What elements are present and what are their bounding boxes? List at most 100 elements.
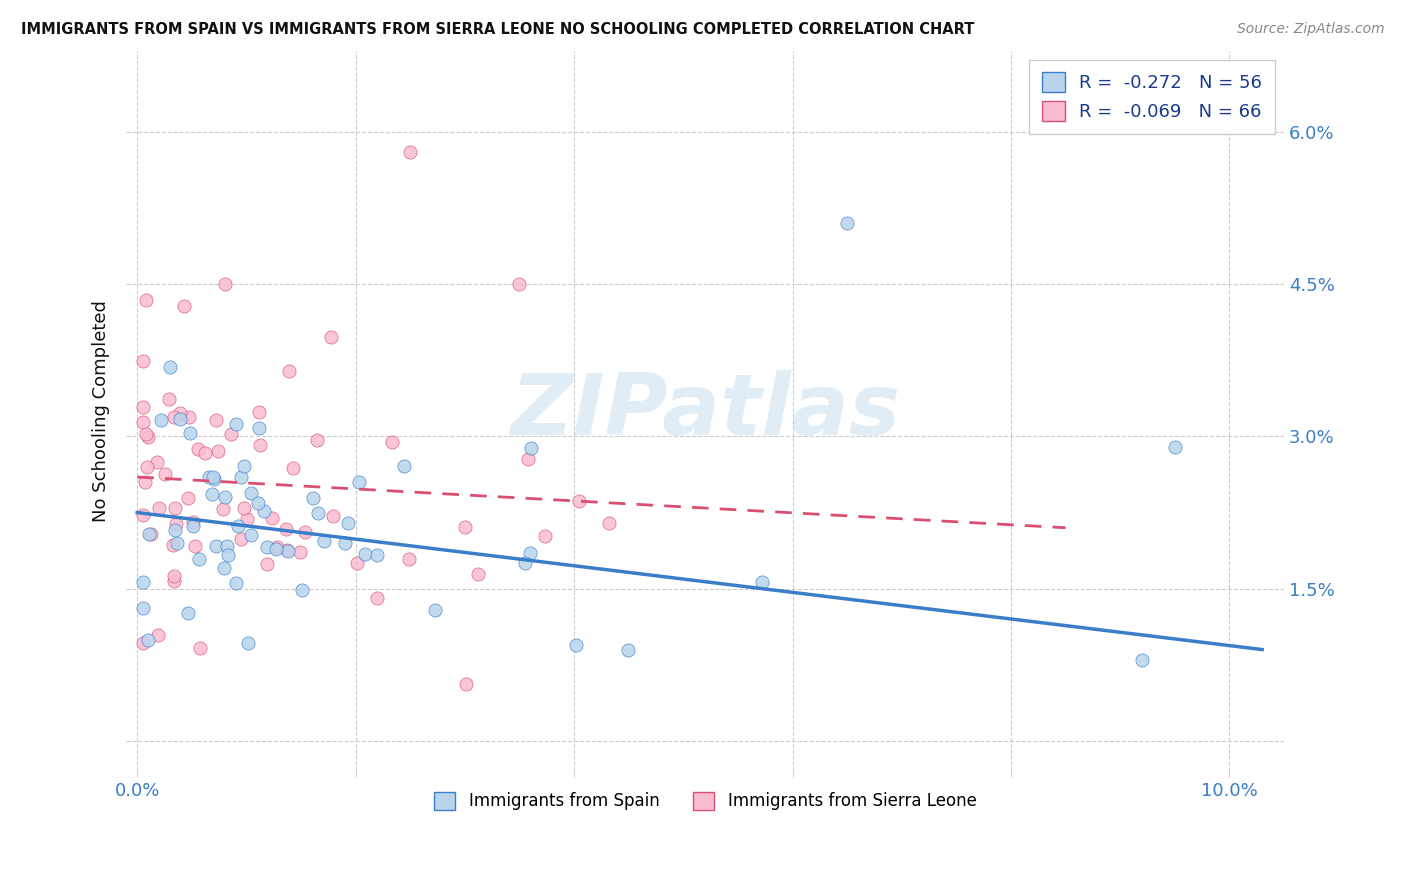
Point [236, 512, 259, 526]
Point [335, 536, 357, 550]
Point [131, 508, 153, 522]
Point [169, 412, 191, 426]
Point [515, 557, 537, 571]
Point [163, 409, 186, 424]
Point [266, 540, 288, 554]
Text: ZIPatlas: ZIPatlas [510, 369, 900, 452]
Point [134, 475, 156, 490]
Point [519, 546, 541, 560]
Point [214, 491, 236, 505]
Point [201, 487, 224, 501]
Point [136, 459, 159, 474]
Point [204, 540, 226, 554]
Point [247, 495, 270, 509]
Point [131, 415, 153, 429]
Point [226, 518, 249, 533]
Point [307, 433, 329, 447]
Point [212, 501, 235, 516]
Point [181, 515, 204, 529]
Text: IMMIGRANTS FROM SPAIN VS IMMIGRANTS FROM SIERRA LEONE NO SCHOOLING COMPLETED COR: IMMIGRANTS FROM SPAIN VS IMMIGRANTS FROM… [21, 22, 974, 37]
Point [165, 517, 187, 532]
Point [307, 506, 329, 520]
Point [202, 470, 225, 484]
Point [508, 277, 530, 292]
Point [159, 392, 181, 407]
Point [131, 636, 153, 650]
Text: Source: ZipAtlas.com: Source: ZipAtlas.com [1237, 22, 1385, 37]
Point [1164, 440, 1187, 454]
Point [347, 475, 370, 490]
Point [131, 601, 153, 615]
Point [162, 539, 184, 553]
Point [276, 542, 298, 557]
Point [564, 638, 586, 652]
Point [336, 516, 359, 530]
Point [236, 636, 259, 650]
Point [131, 353, 153, 368]
Point [163, 574, 186, 589]
Point [276, 522, 298, 536]
Point [159, 360, 181, 375]
Point [256, 558, 278, 572]
Point [219, 426, 242, 441]
Point [217, 548, 239, 562]
Point [169, 406, 191, 420]
Point [135, 427, 157, 442]
Point [837, 216, 859, 230]
Point [131, 400, 153, 414]
Point [467, 567, 489, 582]
Point [381, 435, 404, 450]
Point [301, 491, 323, 505]
Point [516, 452, 538, 467]
Point [260, 510, 283, 524]
Point [166, 535, 188, 549]
Point [139, 527, 162, 541]
Point [249, 437, 271, 451]
Legend: Immigrants from Spain, Immigrants from Sierra Leone: Immigrants from Spain, Immigrants from S… [427, 785, 983, 817]
Point [454, 676, 477, 690]
Point [278, 363, 301, 377]
Point [277, 543, 299, 558]
Point [312, 534, 335, 549]
Point [346, 556, 368, 570]
Point [322, 509, 344, 524]
Point [247, 421, 270, 435]
Point [281, 460, 304, 475]
Point [425, 603, 447, 617]
Point [232, 459, 254, 474]
Point [247, 405, 270, 419]
Point [231, 533, 253, 547]
Point [534, 529, 557, 543]
Point [214, 560, 236, 574]
Point [225, 417, 247, 431]
Point [1130, 653, 1153, 667]
Point [188, 641, 211, 656]
Point [145, 455, 167, 469]
Point [253, 504, 276, 518]
Point [138, 527, 160, 541]
Point [136, 430, 159, 444]
Point [173, 299, 195, 313]
Point [131, 575, 153, 590]
Point [177, 409, 200, 424]
Point [176, 491, 198, 505]
Point [239, 486, 262, 500]
Point [163, 523, 186, 537]
Point [148, 501, 170, 516]
Point [225, 576, 247, 591]
Point [232, 501, 254, 516]
Point [187, 442, 209, 457]
Point [291, 582, 314, 597]
Point [177, 607, 200, 621]
Point [290, 545, 312, 559]
Point [188, 552, 211, 566]
Point [266, 542, 288, 557]
Point [399, 145, 422, 160]
Point [184, 539, 207, 553]
Point [392, 459, 415, 474]
Point [214, 277, 236, 292]
Point [229, 469, 252, 483]
Point [205, 413, 228, 427]
Point [179, 426, 201, 441]
Point [617, 643, 640, 657]
